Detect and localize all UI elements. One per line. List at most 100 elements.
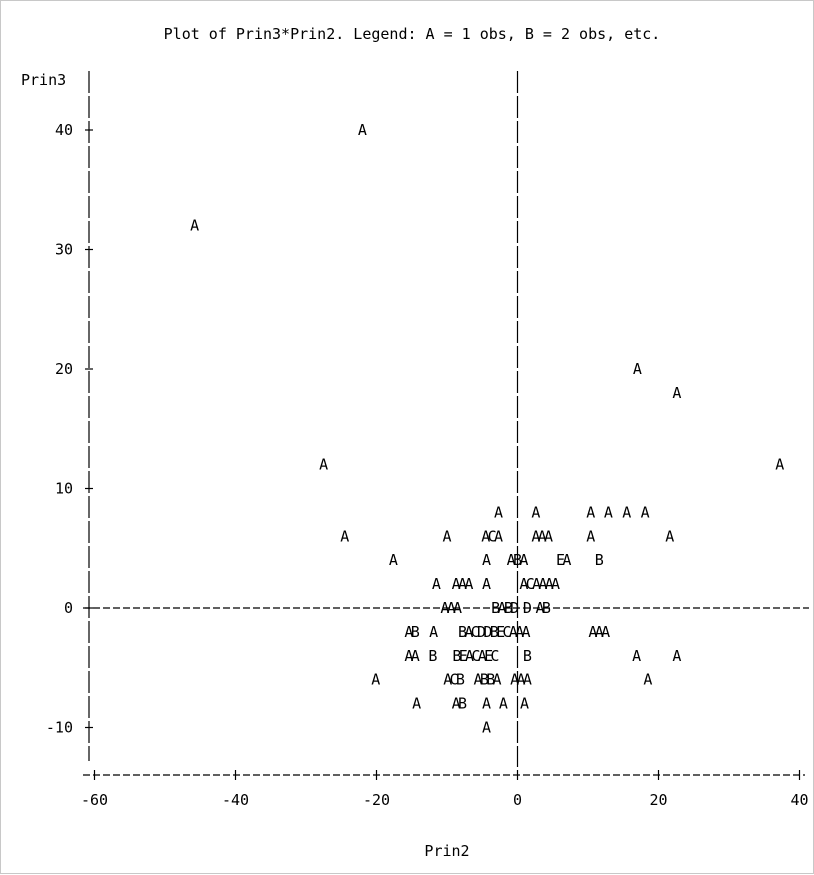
y-tick-label: 0 [64,599,73,617]
data-point: B [491,599,500,617]
reference-lines [83,71,809,767]
data-point: A [389,551,398,569]
data-point: A [507,551,516,569]
data-point: A [510,671,519,689]
data-point: A [544,527,553,545]
data-point: B [523,647,532,665]
data-point: C [490,647,499,665]
data-point: A [622,503,631,521]
data-point: A [523,671,532,689]
data-point: A [481,527,490,545]
data-point: A [494,527,503,545]
data-point: B [452,647,461,665]
data-point: D [510,599,519,617]
data-point: E [459,647,468,665]
data-point: B [428,647,437,665]
data-point: B [504,599,513,617]
y-tick-label: -10 [46,719,73,737]
data-point: A [595,623,604,641]
data-point: A [358,121,367,139]
data-point: A [482,695,491,713]
data-point: B [513,551,522,569]
y-tick-label: 10 [55,480,73,498]
data-point: A [371,671,380,689]
data-point: A [672,384,681,402]
data-point: A [404,647,413,665]
data-point: A [478,647,487,665]
y-tick-label: 20 [55,360,73,378]
data-point: A [190,217,199,235]
data-point: A [464,623,473,641]
data-point: A [482,575,491,593]
x-tick-label: 0 [513,791,522,809]
y-tick-label: 40 [55,121,73,139]
data-point: A [532,575,541,593]
data-point: A [632,647,641,665]
data-point: A [519,575,528,593]
data-point: A [604,503,613,521]
x-tick-label: 20 [649,791,667,809]
data-point: A [443,671,452,689]
data-point: B [486,671,495,689]
x-axis-label: Prin2 [424,842,469,860]
x-tick-label: 40 [790,791,808,809]
data-point: A [340,527,349,545]
data-point: A [545,575,554,593]
data-point: C [450,671,459,689]
data-point: A [465,647,474,665]
data-point: A [520,695,529,713]
data-point: A [482,551,491,569]
data-point: A [447,599,456,617]
data-point: E [496,623,505,641]
data-point: C [488,527,497,545]
data-point: D [477,623,486,641]
data-point: C [502,623,511,641]
data-point: A [442,527,451,545]
data-point: A [464,575,473,593]
data-point: A [429,623,438,641]
data-point: A [412,695,421,713]
data-point: A [452,695,461,713]
data-point: A [440,599,449,617]
data-point: A [458,575,467,593]
data-point: A [453,599,462,617]
data-point: A [536,599,545,617]
tick-group: 40 30 20 10 0 -10 -60 -40 -20 0 20 40 [46,121,809,809]
data-point: A [494,503,503,521]
data-point: A [643,671,652,689]
data-point: A [641,503,650,521]
data-point: C [471,647,480,665]
x-tick-label: -40 [222,791,249,809]
x-tick-label: -20 [363,791,390,809]
data-point: A [531,503,540,521]
data-point: B [411,623,420,641]
data-point: B [480,671,489,689]
data-point: A [775,456,784,474]
data-point: C [471,623,480,641]
data-point: E [484,647,493,665]
data-point: A [515,623,524,641]
data-point: A [474,671,483,689]
data-point: A [497,599,506,617]
data-point: A [562,551,571,569]
data-point: A [452,575,461,593]
data-point: D [483,623,492,641]
data-point: A [633,360,642,378]
x-tick-label: -60 [81,791,108,809]
data-point: A [509,623,518,641]
data-point: A [672,647,681,665]
data-point: A [519,551,528,569]
data-point: A [601,623,610,641]
data-point: A [411,647,420,665]
data-point: B [456,671,465,689]
data-point: A [586,527,595,545]
data-point: B [458,623,467,641]
data-point: A [482,719,491,737]
data-point: A [499,695,508,713]
data-point: A [538,527,547,545]
data-point: A [404,623,413,641]
y-tick-label: 30 [55,241,73,259]
